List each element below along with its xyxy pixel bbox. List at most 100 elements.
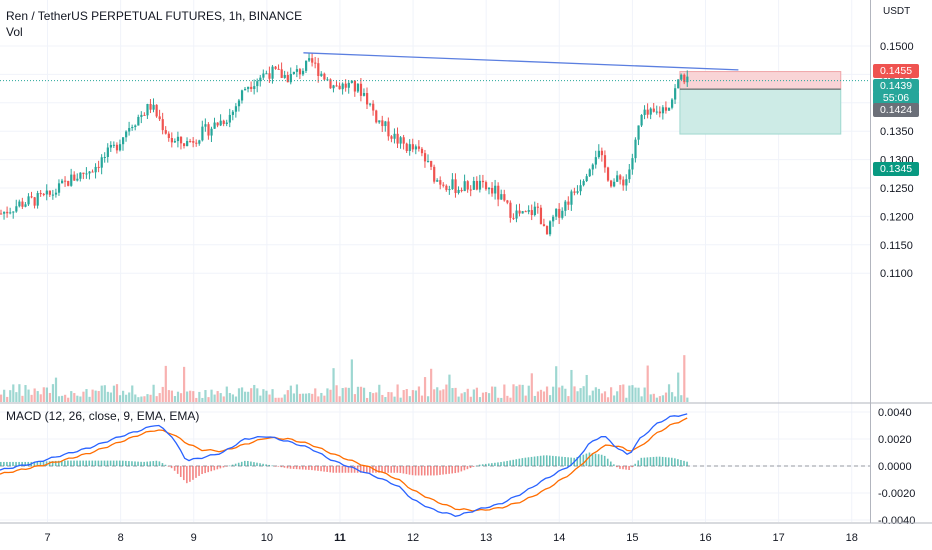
macd-histogram-bar <box>61 460 63 466</box>
macd-histogram-bar <box>219 466 222 469</box>
candle-body <box>454 179 457 194</box>
candle-body <box>411 144 414 150</box>
volume-bar <box>600 393 604 402</box>
volume-bar <box>332 368 335 402</box>
macd-histogram-bar <box>6 461 8 466</box>
macd-histogram-bar <box>375 466 377 473</box>
volume-bar <box>539 389 543 402</box>
macd-histogram-bar <box>600 454 603 466</box>
volume-bar <box>674 396 677 402</box>
macd-histogram-bar <box>100 460 103 466</box>
volume-bar <box>484 392 488 402</box>
candle-body <box>204 124 207 127</box>
macd-histogram-bar <box>24 461 26 466</box>
macd-histogram-bar <box>506 460 508 466</box>
macd-histogram-bar <box>192 466 194 480</box>
volume-bar <box>207 397 210 402</box>
volume-bar <box>201 397 204 402</box>
candle-body <box>143 114 146 116</box>
volume-bar <box>146 394 149 402</box>
candle-body <box>317 63 320 76</box>
candle-body <box>362 93 366 96</box>
macd-histogram-bar <box>561 456 563 466</box>
candle-body <box>381 120 384 127</box>
macd-histogram-bar <box>271 465 274 467</box>
volume-bar <box>509 397 512 402</box>
macd-histogram-bar <box>85 460 87 466</box>
macd-histogram-bar <box>207 466 209 473</box>
candle-body <box>597 150 600 158</box>
volume-bar <box>67 397 70 402</box>
volume-bar <box>384 397 387 402</box>
macd-histogram-bar <box>533 456 536 466</box>
volume-bar <box>655 397 658 402</box>
volume-bar <box>149 394 152 402</box>
volume-bar <box>521 384 524 402</box>
candle-body <box>427 160 430 162</box>
candle-body <box>451 179 454 190</box>
macd-histogram-bar <box>536 456 539 466</box>
macd-histogram-bar <box>262 463 264 466</box>
macd-histogram-bar <box>674 458 676 466</box>
price-tick-label: 0.1250 <box>880 183 914 195</box>
macd-histogram-bar <box>405 466 408 475</box>
volume-bar <box>430 368 433 402</box>
volume-bar <box>91 389 94 402</box>
candle-body <box>91 171 94 173</box>
candlesticks[interactable] <box>0 52 689 237</box>
volume-bar <box>591 390 594 402</box>
volume-bar <box>558 387 561 402</box>
candle-body <box>0 213 3 215</box>
macd-histogram-bar <box>317 466 319 471</box>
candle-body <box>305 60 308 71</box>
volume-bar <box>518 384 521 402</box>
candle-body <box>646 109 649 115</box>
macd-histogram-bar <box>445 466 447 475</box>
macd-histogram-bar <box>204 466 206 474</box>
volume-bar <box>353 394 356 402</box>
macd-histogram-bar <box>308 466 310 470</box>
volume-bar <box>15 392 18 402</box>
volume-bar <box>61 395 64 402</box>
macd-histogram-bar <box>64 460 66 466</box>
macd-histogram-bar <box>564 457 566 466</box>
volume-bar <box>417 386 421 402</box>
volume-bar <box>176 391 180 402</box>
candle-body <box>481 180 485 183</box>
volume-bar <box>652 393 655 402</box>
macd-histogram-bar <box>189 466 191 482</box>
volume-bar <box>274 397 277 402</box>
macd-histogram-bar <box>186 466 188 484</box>
resistance-trendline <box>303 52 739 71</box>
volume-bar <box>408 396 411 402</box>
macd-histogram-bar <box>411 466 414 476</box>
macd-histogram-bar <box>628 466 630 470</box>
candle-body <box>9 212 12 214</box>
candle-body <box>262 73 265 78</box>
volume-bar <box>179 393 183 402</box>
volume-bar <box>582 386 585 402</box>
volume-bar <box>393 396 396 402</box>
macd-histogram-bar <box>179 466 182 477</box>
current-price-badge: 0.1439 <box>873 79 919 93</box>
volume-bar <box>649 394 652 402</box>
candle-body <box>234 106 238 112</box>
candle-body <box>515 210 518 219</box>
macd-histogram-bar <box>570 457 572 466</box>
macd-histogram-bar <box>408 466 411 475</box>
macd-histogram-bar <box>545 455 548 466</box>
macd-pane[interactable] <box>0 413 688 517</box>
volume-bar <box>555 366 558 402</box>
macd-histogram-bar <box>15 461 17 466</box>
macd-histogram-bar <box>79 460 81 466</box>
macd-histogram-bar <box>280 466 283 468</box>
candle-body <box>686 76 689 83</box>
chart-overlay[interactable] <box>0 52 870 82</box>
volume-bar <box>536 391 539 402</box>
volume-bar <box>329 389 332 402</box>
position-zones[interactable] <box>679 71 842 135</box>
macd-histogram-bar <box>472 466 475 467</box>
volume-bar <box>369 391 372 402</box>
candle-body <box>240 90 244 101</box>
